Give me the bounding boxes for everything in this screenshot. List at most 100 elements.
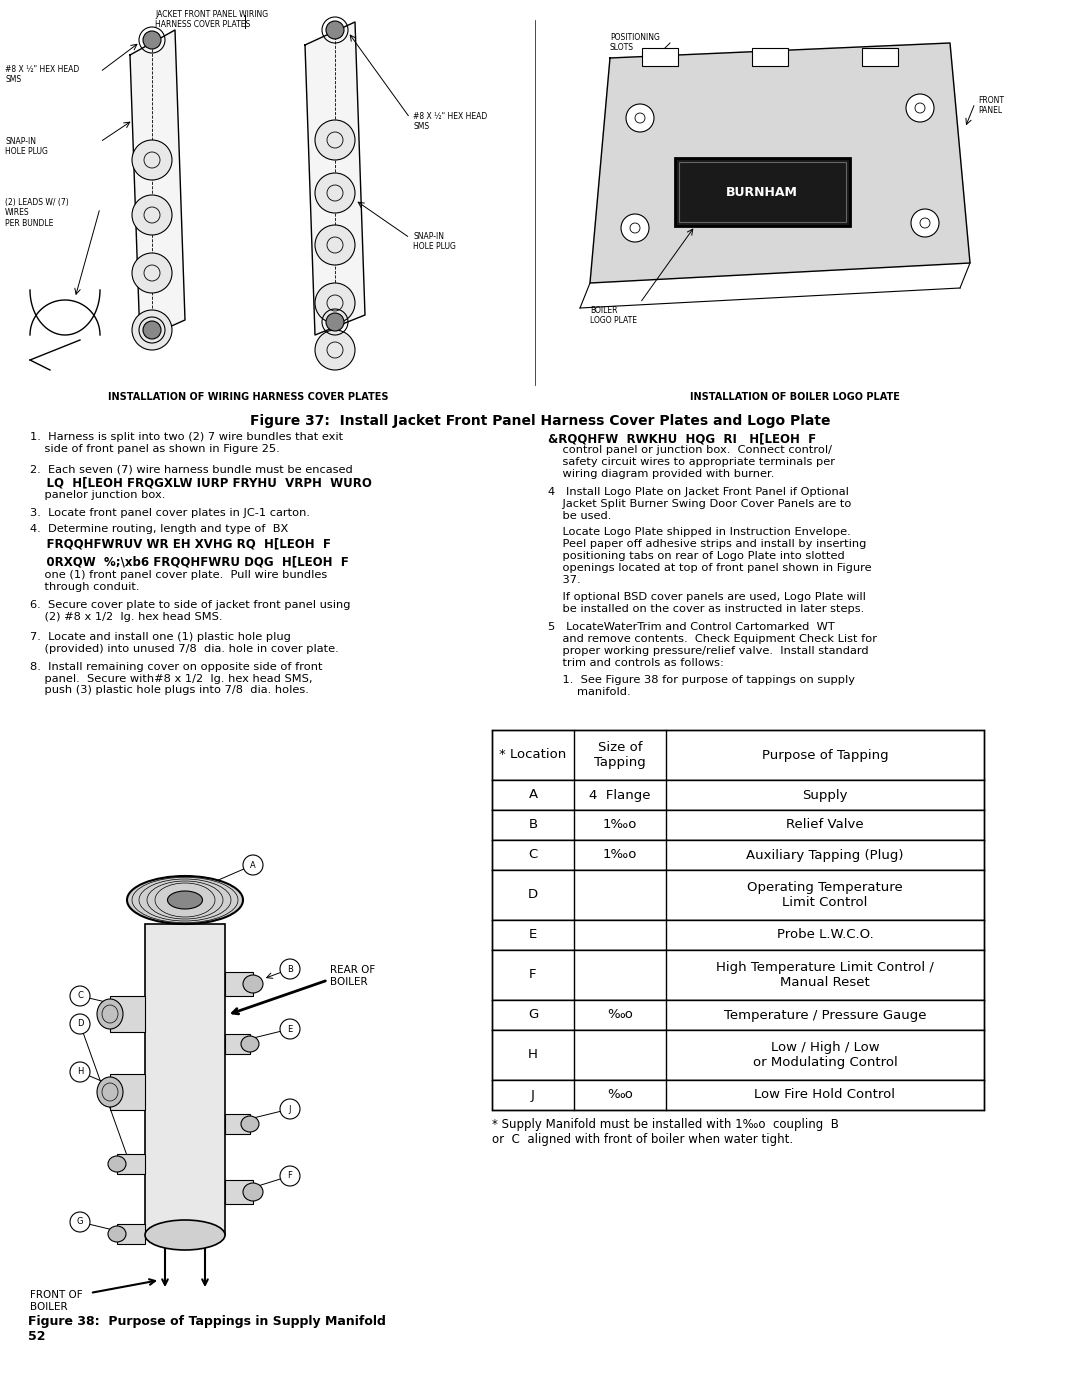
Circle shape [280,1018,300,1039]
Bar [110,1074,145,1111]
Text: Locate Logo Plate shipped in Instruction Envelope.: Locate Logo Plate shipped in Instruction… [548,527,851,536]
Circle shape [315,284,355,323]
Bar [492,810,984,840]
Ellipse shape [127,876,243,923]
Text: FRONT OF
BOILER: FRONT OF BOILER [30,1289,83,1312]
Text: Supply: Supply [802,788,848,802]
Text: ‰o: ‰o [607,1088,633,1101]
Bar [492,950,984,1000]
Text: D: D [77,1020,83,1028]
Circle shape [132,253,172,293]
Text: 1.  See Figure 38 for purpose of tappings on supply: 1. See Figure 38 for purpose of tappings… [548,675,855,685]
Text: E: E [287,1024,293,1034]
Text: positioning tabs on rear of Logo Plate into slotted: positioning tabs on rear of Logo Plate i… [548,550,845,562]
Text: A: A [251,861,256,869]
Text: LQ  H[LEOH FRQGXLW IURP FRYHU  VRPH  WURO: LQ H[LEOH FRQGXLW IURP FRYHU VRPH WURO [30,476,372,489]
Bar [642,47,678,66]
Text: wiring diagram provided with burner.: wiring diagram provided with burner. [548,469,774,479]
Text: High Temperature Limit Control /
Manual Reset: High Temperature Limit Control / Manual … [716,961,934,989]
Circle shape [132,310,172,351]
Bar [492,780,984,810]
Ellipse shape [241,1116,259,1132]
Text: 6.  Secure cover plate to side of jacket front panel using
    (2) #8 x 1/2  lg.: 6. Secure cover plate to side of jacket … [30,599,351,622]
Text: BURNHAM: BURNHAM [726,186,798,198]
Text: SNAP-IN
HOLE PLUG: SNAP-IN HOLE PLUG [5,137,48,156]
Text: FRQQHFWRUV WR EH XVHG RQ  H[LEOH  F: FRQQHFWRUV WR EH XVHG RQ H[LEOH F [30,536,330,550]
Circle shape [326,21,345,39]
Text: one (1) front panel cover plate.  Pull wire bundles: one (1) front panel cover plate. Pull wi… [30,570,327,580]
Bar [492,840,984,870]
Circle shape [315,173,355,212]
Text: manifold.: manifold. [548,687,631,697]
Text: JACKET FRONT PANEL WIRING
HARNESS COVER PLATES: JACKET FRONT PANEL WIRING HARNESS COVER … [156,10,268,29]
Text: trim and controls as follows:: trim and controls as follows: [548,658,724,668]
Ellipse shape [97,1077,123,1106]
Text: Purpose of Tapping: Purpose of Tapping [761,749,889,761]
Bar [679,162,846,222]
Text: &RQQHFW  RWKHU  HQG  RI   H[LEOH  F: &RQQHFW RWKHU HQG RI H[LEOH F [548,432,816,446]
Text: * Location: * Location [499,749,567,761]
Bar [492,1000,984,1030]
Circle shape [70,1213,90,1232]
Ellipse shape [243,1183,264,1201]
Text: Figure 38:  Purpose of Tappings in Supply Manifold: Figure 38: Purpose of Tappings in Supply… [28,1315,386,1329]
Bar [492,921,984,950]
Circle shape [70,1062,90,1083]
Text: FRONT
PANEL: FRONT PANEL [978,96,1004,116]
Text: Low Fire Hold Control: Low Fire Hold Control [755,1088,895,1101]
Bar [492,870,984,921]
Bar [225,1034,249,1053]
Text: Temperature / Pressure Gauge: Temperature / Pressure Gauge [724,1009,927,1021]
Circle shape [243,855,264,875]
Text: J: J [288,1105,292,1113]
Text: 4.  Determine routing, length and type of  BX: 4. Determine routing, length and type of… [30,524,288,534]
Text: BOILER
LOGO PLATE: BOILER LOGO PLATE [590,306,637,326]
Text: #8 X ½" HEX HEAD
SMS: #8 X ½" HEX HEAD SMS [5,66,79,84]
Polygon shape [305,22,365,335]
Circle shape [143,31,161,49]
Text: D: D [528,888,538,901]
Bar [862,47,897,66]
Text: 1.  Harness is split into two (2) 7 wire bundles that exit
    side of front pan: 1. Harness is split into two (2) 7 wire … [30,432,343,454]
Circle shape [906,94,934,122]
Circle shape [315,225,355,265]
Polygon shape [590,43,970,284]
Text: ‰o: ‰o [607,1009,633,1021]
Text: Auxiliary Tapping (Plug): Auxiliary Tapping (Plug) [746,848,904,862]
Text: 37.: 37. [548,576,581,585]
Ellipse shape [108,1155,126,1172]
Text: proper working pressure/relief valve.  Install standard: proper working pressure/relief valve. In… [548,645,868,657]
Text: C: C [77,992,83,1000]
Ellipse shape [97,999,123,1030]
Text: be installed on the cover as instructed in later steps.: be installed on the cover as instructed … [548,604,864,615]
Text: Probe L.W.C.O.: Probe L.W.C.O. [777,929,874,942]
Text: 7.  Locate and install one (1) plastic hole plug
    (provided) into unused 7/8 : 7. Locate and install one (1) plastic ho… [30,631,339,654]
Circle shape [143,321,161,339]
Text: 0RXQW  %;\xb6 FRQQHFWRU DQG  H[LEOH  F: 0RXQW %;\xb6 FRQQHFWRU DQG H[LEOH F [30,555,349,569]
Text: and remove contents.  Check Equipment Check List for: and remove contents. Check Equipment Che… [548,634,877,644]
Circle shape [70,986,90,1006]
Text: 2.  Each seven (7) wire harness bundle must be encased: 2. Each seven (7) wire harness bundle mu… [30,464,353,474]
Ellipse shape [108,1227,126,1242]
Text: A: A [528,788,538,802]
Text: panelor junction box.: panelor junction box. [30,490,165,500]
Ellipse shape [241,1037,259,1052]
Circle shape [315,330,355,370]
Circle shape [280,1166,300,1186]
Polygon shape [130,29,185,339]
Bar [225,972,253,996]
Bar [225,1113,249,1134]
Text: openings located at top of front panel shown in Figure: openings located at top of front panel s… [548,563,872,573]
Circle shape [132,140,172,180]
Bar [492,731,984,780]
Text: through conduit.: through conduit. [30,583,139,592]
Text: REAR OF
BOILER: REAR OF BOILER [330,965,375,986]
Text: 52: 52 [28,1330,45,1343]
Text: safety circuit wires to appropriate terminals per: safety circuit wires to appropriate term… [548,457,835,467]
Circle shape [280,958,300,979]
Text: G: G [77,1218,83,1227]
Text: Jacket Split Burner Swing Door Cover Panels are to: Jacket Split Burner Swing Door Cover Pan… [548,499,851,509]
Bar [117,1224,145,1243]
Text: 4   Install Logo Plate on Jacket Front Panel if Optional: 4 Install Logo Plate on Jacket Front Pan… [548,488,849,497]
Text: #8 X ½" HEX HEAD
SMS: #8 X ½" HEX HEAD SMS [413,112,487,131]
